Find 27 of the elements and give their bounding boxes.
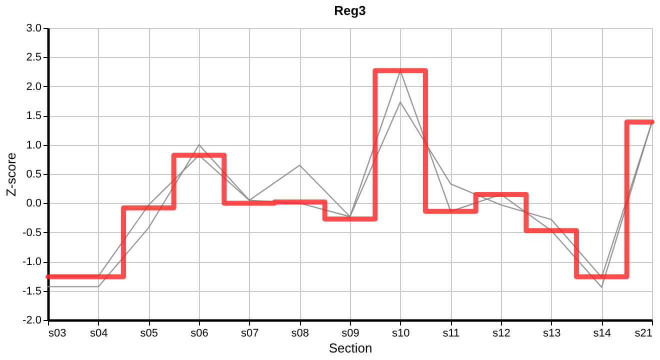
x-tick-label: s10 bbox=[392, 328, 410, 340]
y-tick-label: 2.5 bbox=[26, 52, 42, 64]
y-tick-label: 1.5 bbox=[26, 110, 42, 122]
x-tick-label: s13 bbox=[542, 328, 561, 340]
x-tick-label: s06 bbox=[190, 328, 208, 340]
x-axis-title: Section bbox=[328, 340, 372, 356]
x-tick-label: s04 bbox=[90, 328, 108, 340]
y-tick-label: 2.0 bbox=[26, 80, 42, 93]
y-tick-label: 1.0 bbox=[26, 139, 42, 152]
y-tick-label: 0.5 bbox=[26, 168, 42, 180]
y-tick-label: -0.5 bbox=[22, 226, 42, 239]
chart-title: Reg3 bbox=[334, 3, 366, 18]
x-tick-label: s21 bbox=[634, 328, 652, 340]
x-tick-label: s05 bbox=[140, 328, 158, 340]
x-tick-label: s08 bbox=[291, 328, 310, 340]
x-tick-label: s12 bbox=[492, 328, 510, 340]
x-tick-label: s14 bbox=[593, 328, 612, 340]
x-tick-label: s07 bbox=[240, 328, 259, 340]
x-tick-label: s11 bbox=[442, 328, 460, 340]
y-axis-title: Z-score bbox=[4, 152, 19, 197]
y-tick-label: -1.5 bbox=[22, 285, 42, 298]
y-tick-label: -1.0 bbox=[22, 256, 42, 268]
x-tick-label: s09 bbox=[342, 328, 360, 340]
y-tick-label: 3.0 bbox=[26, 22, 42, 34]
y-tick-label: 0.0 bbox=[26, 198, 42, 210]
y-tick-label: -2.0 bbox=[22, 314, 42, 326]
x-tick-label: s03 bbox=[48, 328, 66, 340]
